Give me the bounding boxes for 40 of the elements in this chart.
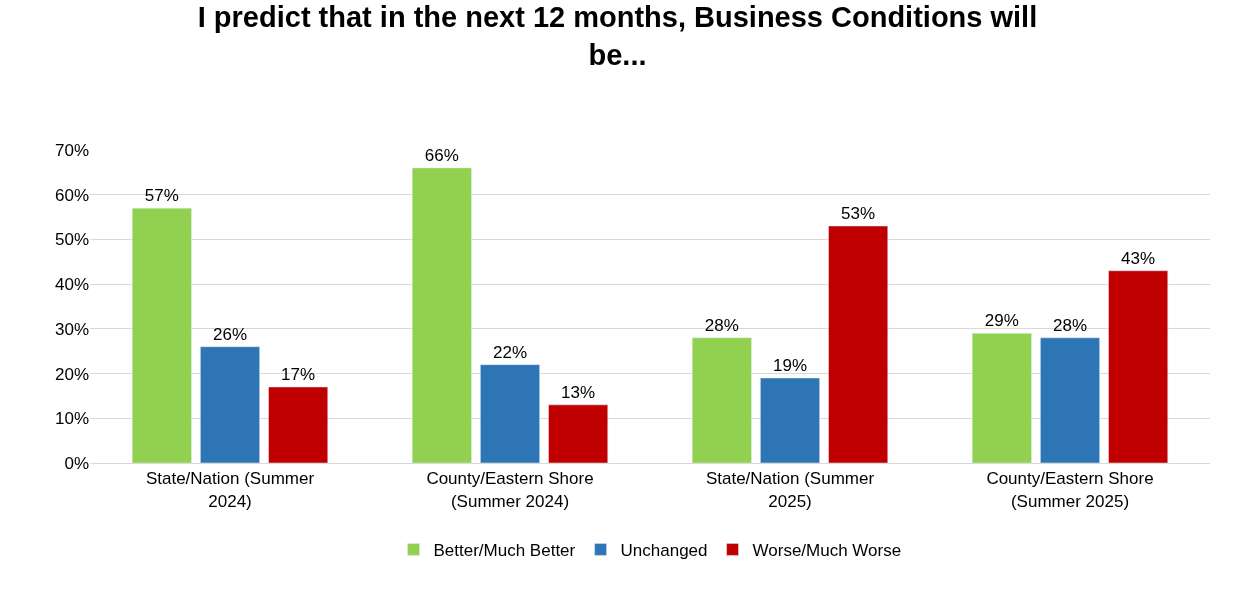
y-tick-label: 0% bbox=[64, 453, 89, 473]
y-tick-label: 40% bbox=[54, 275, 89, 295]
y-tick-label: 20% bbox=[54, 364, 89, 384]
y-tick-label: 30% bbox=[54, 319, 89, 339]
y-tick-label: 50% bbox=[54, 230, 89, 250]
legend-label: Better/Much Better bbox=[433, 541, 576, 561]
y-tick-label: 10% bbox=[54, 409, 89, 429]
legend-label: Worse/Much Worse bbox=[752, 541, 902, 561]
data-label: 57% bbox=[144, 186, 179, 206]
legend-label: Unchanged bbox=[620, 541, 708, 561]
data-label: 53% bbox=[841, 204, 876, 224]
data-label: 17% bbox=[281, 364, 316, 384]
bar bbox=[760, 377, 820, 463]
data-label: 29% bbox=[984, 311, 1019, 331]
data-label: 22% bbox=[492, 342, 528, 362]
bar bbox=[131, 207, 192, 463]
bar bbox=[691, 337, 752, 463]
data-label: 19% bbox=[772, 356, 808, 376]
data-label: 13% bbox=[561, 382, 596, 402]
data-label: 66% bbox=[424, 145, 459, 165]
x-tick-label: State/Nation (Summer 2024) bbox=[145, 469, 315, 511]
y-tick-label: 70% bbox=[54, 140, 89, 160]
bar bbox=[411, 167, 472, 463]
data-label: 26% bbox=[212, 324, 248, 344]
x-tick-label: County/Eastern Shore (Summer 2024) bbox=[426, 469, 594, 511]
bar bbox=[828, 225, 889, 463]
bar bbox=[548, 404, 609, 463]
data-label: 43% bbox=[1121, 248, 1156, 268]
x-tick-label: County/Eastern Shore (Summer 2025) bbox=[986, 469, 1154, 511]
data-label: 28% bbox=[1052, 315, 1088, 335]
bar bbox=[268, 386, 329, 463]
x-tick-label: State/Nation (Summer 2025) bbox=[705, 469, 875, 511]
bar bbox=[1040, 337, 1100, 463]
bar bbox=[480, 364, 540, 463]
data-label: 28% bbox=[704, 315, 739, 335]
bar bbox=[200, 346, 260, 463]
bar bbox=[1108, 270, 1169, 463]
y-tick-label: 60% bbox=[54, 185, 89, 205]
bar bbox=[971, 333, 1032, 463]
chart-title: I predict that in the next 12 months, Business Conditions will be... bbox=[197, 1, 1038, 71]
